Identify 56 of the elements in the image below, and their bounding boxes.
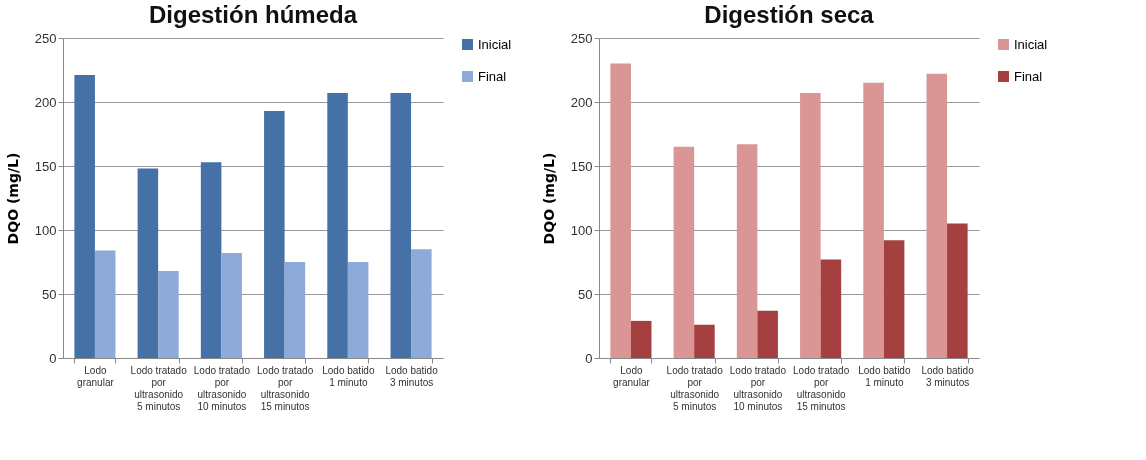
bar: [863, 82, 884, 358]
legend-label: Inicial: [478, 36, 512, 52]
legend-label: Final: [1014, 68, 1043, 84]
bar: [411, 249, 432, 358]
bar: [221, 253, 242, 358]
bar: [327, 93, 348, 358]
y-tick-label: 50: [578, 286, 593, 302]
x-tick-label: Lodo tratado por ultrasonido 5 minutos: [130, 364, 188, 412]
y-tick-label: 250: [34, 30, 57, 46]
bar: [800, 93, 821, 358]
x-tick-label: Lodo tratado por ultrasonido 15 minutos: [257, 364, 314, 412]
chart-title: Digestión seca: [704, 1, 875, 28]
bar: [284, 262, 306, 358]
bar: [390, 93, 412, 358]
bar: [673, 146, 695, 358]
x-tick-label: Lodo tratado por ultrasonido 10 minutos: [729, 364, 787, 412]
bar: [947, 223, 968, 358]
y-tick-label: 100: [570, 222, 593, 238]
x-tick-label: Lodo batido 1 minuto: [858, 364, 911, 388]
y-tick-label: 0: [49, 350, 57, 366]
y-axis-title: DQO (mg/L): [540, 152, 557, 245]
bar: [264, 110, 285, 358]
legend-label: Inicial: [1014, 36, 1048, 52]
bar: [820, 259, 842, 358]
x-tick-label: Lodo tratado por ultrasonido 10 minutos: [193, 364, 251, 412]
bar: [158, 270, 179, 358]
y-tick-label: 100: [34, 222, 57, 238]
y-tick-label: 200: [34, 94, 57, 110]
bar: [883, 240, 905, 358]
chart-title: Digestión húmeda: [148, 1, 358, 28]
bar: [926, 73, 948, 358]
bar: [94, 250, 116, 358]
y-tick-label: 150: [34, 158, 57, 174]
x-tick-label: Lodo granular: [613, 364, 651, 388]
y-tick-label: 150: [570, 158, 593, 174]
legend-label: Final: [478, 68, 507, 84]
bar: [630, 320, 652, 358]
x-tick-label: Lodo tratado por ultrasonido 15 minutos: [793, 364, 850, 412]
x-tick-label: Lodo tratado por ultrasonido 5 minutos: [666, 364, 724, 412]
bar: [757, 310, 778, 358]
bar: [137, 168, 159, 358]
x-tick-label: Lodo granular: [77, 364, 115, 388]
bar: [694, 324, 715, 358]
bar: [736, 144, 758, 358]
y-tick-label: 200: [570, 94, 593, 110]
bar: [200, 162, 222, 358]
bar: [610, 63, 631, 358]
y-tick-label: 0: [585, 350, 593, 366]
bar: [74, 75, 95, 358]
x-tick-label: Lodo batido 1 minuto: [322, 364, 375, 388]
y-tick-label: 250: [570, 30, 593, 46]
bar: [347, 262, 369, 358]
y-axis-title: DQO (mg/L): [4, 152, 21, 245]
x-tick-label: Lodo batido 3 minutos: [921, 364, 975, 388]
x-tick-label: Lodo batido 3 minutos: [385, 364, 439, 388]
y-tick-label: 50: [42, 286, 57, 302]
